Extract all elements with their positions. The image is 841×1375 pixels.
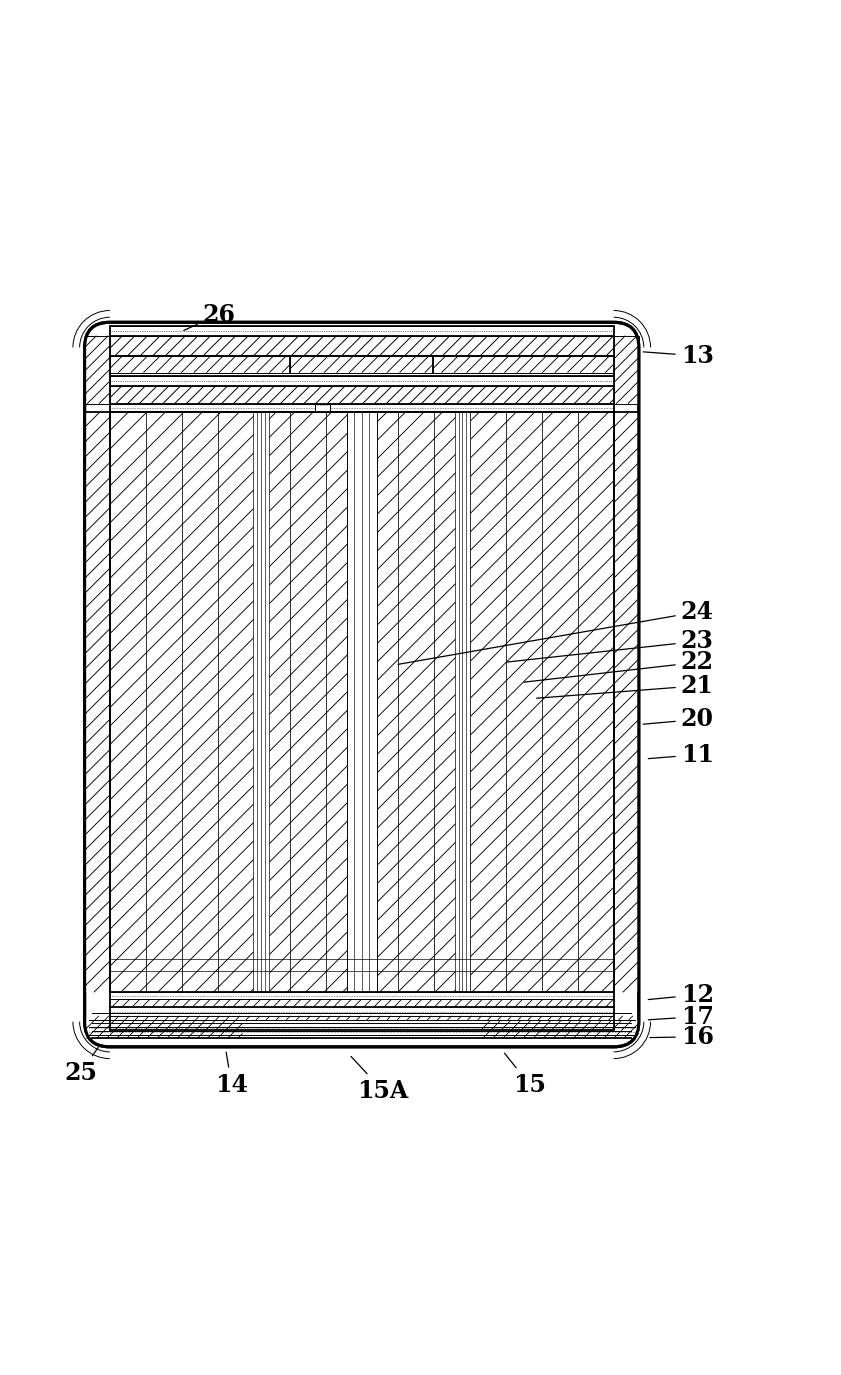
Bar xyxy=(346,412,377,993)
Bar xyxy=(110,412,614,993)
Bar xyxy=(110,336,614,356)
Text: 16: 16 xyxy=(650,1024,714,1049)
Text: 23: 23 xyxy=(507,630,714,661)
Bar xyxy=(110,326,614,1030)
Bar xyxy=(455,412,470,993)
FancyBboxPatch shape xyxy=(85,322,639,1046)
Bar xyxy=(433,356,614,373)
Text: 11: 11 xyxy=(648,742,714,767)
Bar xyxy=(253,412,268,993)
Bar xyxy=(85,412,110,993)
Bar xyxy=(85,336,110,404)
Bar xyxy=(290,356,433,373)
Text: 14: 14 xyxy=(215,1052,248,1097)
Bar xyxy=(614,336,639,404)
Bar xyxy=(89,1016,635,1020)
Bar xyxy=(614,336,639,404)
Bar xyxy=(315,404,330,412)
Text: 12: 12 xyxy=(648,983,714,1006)
Bar xyxy=(110,412,614,993)
Text: 20: 20 xyxy=(643,707,714,732)
Bar xyxy=(85,336,110,404)
Bar xyxy=(614,412,639,993)
Text: 22: 22 xyxy=(524,650,714,682)
Text: 13: 13 xyxy=(643,344,714,368)
Text: 15: 15 xyxy=(505,1053,546,1097)
Text: 15A: 15A xyxy=(351,1056,409,1103)
Bar xyxy=(481,1020,639,1038)
Bar xyxy=(110,386,614,404)
Bar xyxy=(110,1000,614,1008)
Bar xyxy=(110,356,614,375)
Text: 21: 21 xyxy=(537,674,714,698)
Bar xyxy=(85,1020,242,1038)
Text: 26: 26 xyxy=(183,302,235,330)
Bar xyxy=(110,356,290,373)
Text: 17: 17 xyxy=(648,1005,714,1028)
Text: 24: 24 xyxy=(398,600,714,664)
Text: 25: 25 xyxy=(64,1048,98,1085)
